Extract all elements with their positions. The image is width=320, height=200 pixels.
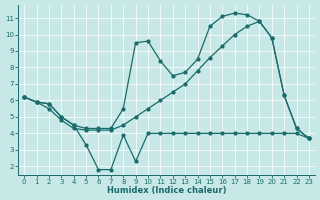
X-axis label: Humidex (Indice chaleur): Humidex (Indice chaleur) bbox=[107, 186, 226, 195]
